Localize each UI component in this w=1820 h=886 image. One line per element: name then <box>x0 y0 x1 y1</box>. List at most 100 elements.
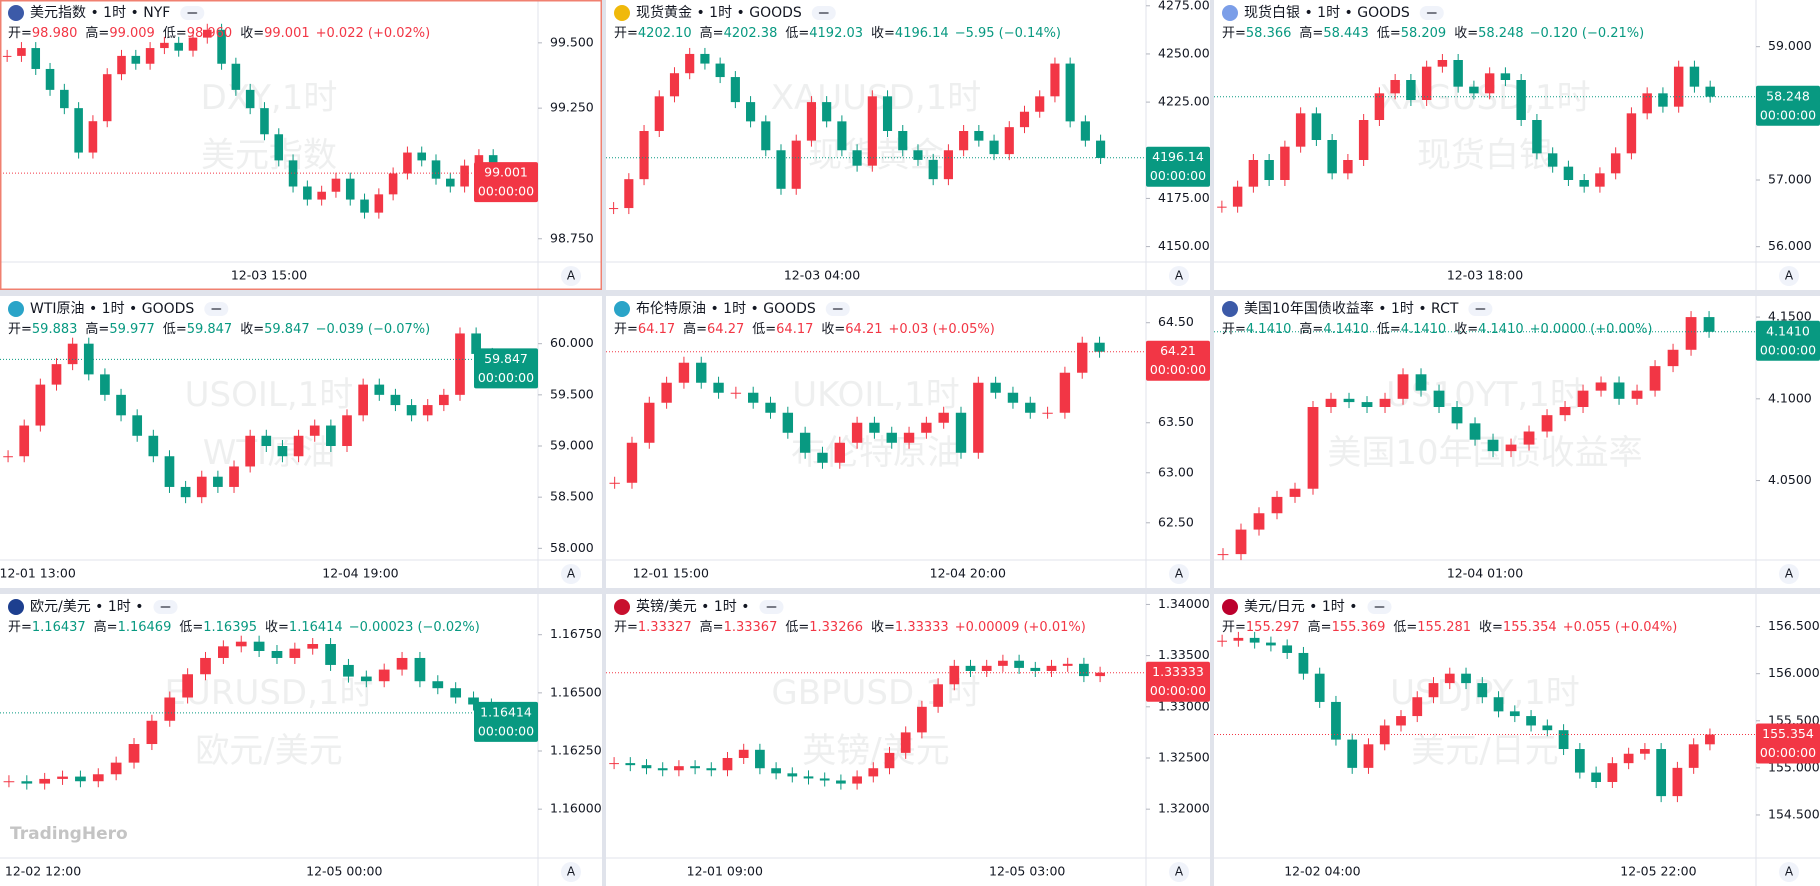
candle-body <box>75 776 86 782</box>
candle-body <box>271 650 283 658</box>
auto-scale-button[interactable] <box>1779 862 1799 882</box>
panel-background <box>1214 594 1820 886</box>
candle-body <box>776 150 786 189</box>
auto-scale-label[interactable]: A <box>1785 865 1794 879</box>
auto-scale-label[interactable]: A <box>1785 567 1794 581</box>
candle-body <box>661 382 672 403</box>
candle-body <box>1280 146 1290 180</box>
symbol-title[interactable]: 英镑/美元 • 1时 • <box>636 598 750 615</box>
candle-body <box>884 752 895 769</box>
auto-scale-label[interactable]: A <box>1175 567 1184 581</box>
countdown: 00:00:00 <box>478 184 534 199</box>
auto-scale-button[interactable] <box>561 564 581 584</box>
candle-body <box>218 646 229 658</box>
candle-body <box>1249 637 1260 643</box>
ohlc-value: 59.847 <box>187 322 233 337</box>
chart-panel[interactable]: US10YT,1时美国10年国债收益率4.15004.10004.050012-… <box>1214 296 1820 588</box>
auto-scale-label[interactable]: A <box>567 865 576 879</box>
candle-body <box>110 762 122 775</box>
candle-body <box>277 446 288 457</box>
chart-panel[interactable]: USDJPY,1时美元/日元156.500156.000155.500155.0… <box>1214 594 1820 886</box>
candle-body <box>674 766 684 771</box>
ohlc-value: 64.17 <box>776 322 813 337</box>
ohlc-label: 开= <box>1222 26 1246 41</box>
symbol-title[interactable]: 现货白银 • 1时 • GOODS <box>1244 4 1410 21</box>
candle-body <box>1325 398 1337 407</box>
candle-body <box>21 781 33 784</box>
candle-body <box>83 343 94 375</box>
candle-body <box>806 102 817 141</box>
candle-body <box>678 362 690 383</box>
auto-scale-label[interactable]: A <box>567 269 576 283</box>
symbol-title[interactable]: WTI原油 • 1时 • GOODS <box>30 301 194 317</box>
symbol-title[interactable]: 美国10年国债收益率 • 1时 • RCT <box>1244 300 1459 317</box>
auto-scale-label[interactable]: A <box>1785 269 1794 283</box>
ohlc-label: 收= <box>1454 26 1478 41</box>
candle-body <box>17 48 26 56</box>
ohlc-label: 开= <box>614 26 638 41</box>
candle-body <box>1595 382 1607 391</box>
ohlc-value: 64.21 <box>845 322 882 337</box>
candle-body <box>989 140 999 155</box>
candle-body <box>116 394 126 416</box>
auto-scale-button[interactable] <box>561 862 581 882</box>
countdown: 00:00:00 <box>1150 168 1206 183</box>
auto-scale-button[interactable] <box>1169 862 1189 882</box>
chart-panel[interactable]: USOIL,1时WTI原油60.00059.50059.00058.50058.… <box>0 296 602 588</box>
candle-body <box>1065 63 1075 122</box>
symbol-title[interactable]: 现货黄金 • 1时 • GOODS <box>636 4 802 21</box>
candle-body <box>1477 683 1488 698</box>
candle-body <box>1080 121 1090 141</box>
candle-body <box>852 776 862 784</box>
candle-body <box>771 768 781 774</box>
candle-body <box>639 131 649 180</box>
symbol-title[interactable]: 布伦特原油 • 1时 • GOODS <box>636 301 816 317</box>
candle-body <box>1025 402 1036 413</box>
ohlc-label: 收= <box>240 322 264 337</box>
candle-body <box>722 757 733 771</box>
candle-body <box>19 425 30 457</box>
chart-panel[interactable]: XAUUSD,1时现货黄金4275.004250.004225.004175.0… <box>606 0 1210 290</box>
auto-scale-button[interactable] <box>1169 266 1189 286</box>
watermark: GBPUSD,1时 <box>771 673 980 713</box>
candle-body <box>132 415 143 436</box>
auto-scale-label[interactable]: A <box>567 567 576 581</box>
ohlc-label: 低= <box>1393 620 1417 635</box>
last-price-label: 64.21 <box>1160 343 1196 358</box>
candle-body <box>1484 73 1495 94</box>
candle-body <box>303 186 312 200</box>
candle-body <box>406 405 417 416</box>
ohlc-value: 1.33327 <box>638 620 692 635</box>
candle-body <box>131 55 141 64</box>
ohlc-line: 开=58.366 高=58.443 低=58.209 收=58.248 −0.120 (… <box>1222 25 1644 41</box>
auto-scale-label[interactable]: A <box>1175 269 1184 283</box>
candle-body <box>432 681 444 689</box>
candle-body <box>837 121 847 151</box>
candle-body <box>388 173 398 195</box>
auto-scale-button[interactable] <box>1169 564 1189 584</box>
candle-body <box>471 333 481 354</box>
candle-body <box>1248 160 1259 187</box>
candle-body <box>803 776 814 779</box>
x-tick-label: 12-03 18:00 <box>1447 268 1523 283</box>
candle-body <box>1030 667 1041 671</box>
candle-body <box>1705 734 1715 745</box>
candle-body <box>164 456 175 487</box>
symbol-title[interactable]: 美元/日元 • 1时 • <box>1244 599 1358 615</box>
symbol-title[interactable]: 美元指数 • 1时 • NYF <box>30 5 170 21</box>
symbol-title[interactable]: 欧元/美元 • 1时 • <box>30 599 144 615</box>
auto-scale-button[interactable] <box>1779 564 1799 584</box>
candle-body <box>1607 763 1618 782</box>
x-tick-label: 12-05 22:00 <box>1620 864 1696 879</box>
auto-scale-button[interactable] <box>561 266 581 286</box>
ohlc-label: 开= <box>614 322 638 337</box>
ohlc-value: 59.977 <box>109 322 155 337</box>
auto-scale-label[interactable]: A <box>1175 865 1184 879</box>
candle-body <box>1094 342 1105 352</box>
auto-scale-button[interactable] <box>1779 266 1799 286</box>
